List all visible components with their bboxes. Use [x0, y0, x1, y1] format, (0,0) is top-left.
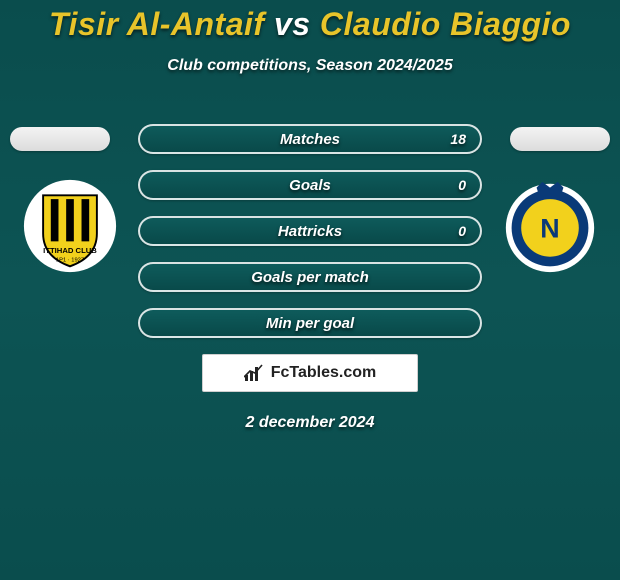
- left-value-pill: [10, 127, 110, 151]
- stat-pill-goals-per-match: Goals per match: [138, 262, 482, 292]
- stat-label: Matches: [280, 131, 340, 148]
- right-club-badge: N: [502, 178, 598, 274]
- left-badge-text: ITTIHAD CLUB: [43, 246, 97, 255]
- stat-label: Min per goal: [266, 315, 354, 332]
- left-club-badge: ITTIHAD CLUB 1P1 · 1927: [22, 178, 118, 274]
- fctables-badge: FcTables.com: [202, 354, 418, 392]
- page-title: Tisir Al-Antaif vs Claudio Biaggio: [0, 0, 620, 43]
- player2-name: Claudio Biaggio: [320, 6, 571, 42]
- stats-column: Matches 18 Goals 0 Hattricks 0 Goals per…: [138, 124, 482, 432]
- date-label: 2 december 2024: [138, 414, 482, 432]
- stat-label: Hattricks: [278, 223, 342, 240]
- stat-value-right: 18: [450, 131, 466, 147]
- player1-name: Tisir Al-Antaif: [49, 6, 265, 42]
- right-badge-letter: N: [540, 214, 559, 244]
- stat-pill-hattricks: Hattricks 0: [138, 216, 482, 246]
- stat-value-right: 0: [458, 177, 466, 193]
- stat-label: Goals per match: [251, 269, 369, 286]
- stat-pill-matches: Matches 18: [138, 124, 482, 154]
- stat-label: Goals: [289, 177, 331, 194]
- stat-pill-goals: Goals 0: [138, 170, 482, 200]
- stat-pill-min-per-goal: Min per goal: [138, 308, 482, 338]
- vs-text: vs: [274, 6, 311, 42]
- stat-value-right: 0: [458, 223, 466, 239]
- fctables-label: FcTables.com: [271, 364, 377, 382]
- subtitle: Club competitions, Season 2024/2025: [0, 57, 620, 75]
- bar-chart-icon: [244, 364, 266, 382]
- svg-text:1P1 · 1927: 1P1 · 1927: [56, 258, 84, 264]
- right-value-pill: [510, 127, 610, 151]
